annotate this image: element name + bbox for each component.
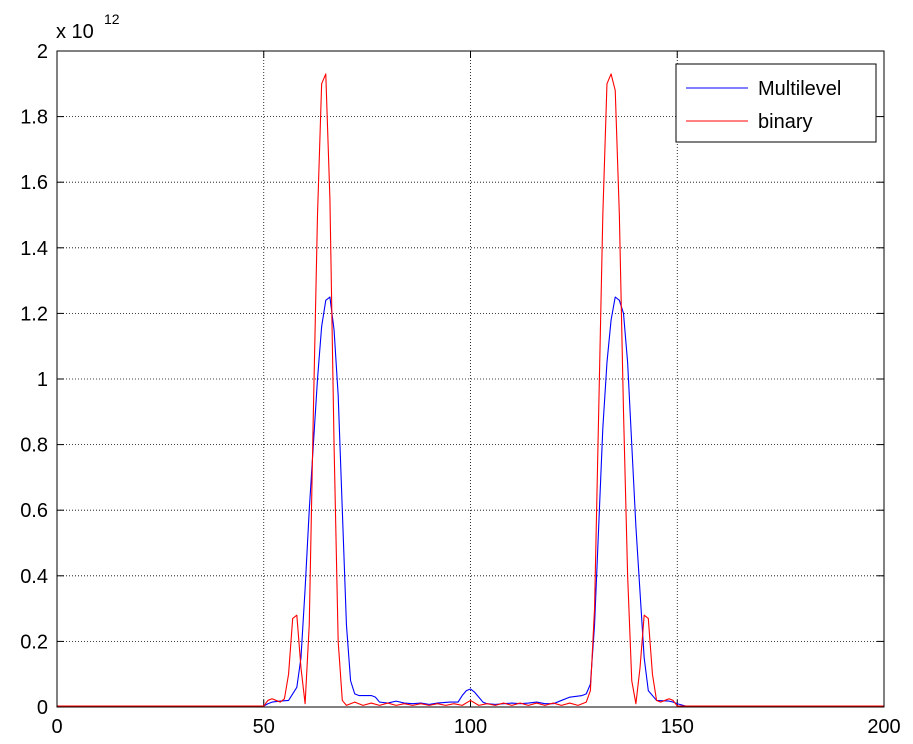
y-tick-label: 1.6 — [20, 172, 48, 194]
legend-label-binary: binary — [758, 111, 812, 133]
legend-box — [675, 63, 877, 143]
y-tick-label: 0.4 — [20, 566, 48, 588]
y-tick-label: 2 — [37, 41, 48, 63]
x-tick-label: 100 — [454, 716, 487, 738]
series-lines — [57, 73, 884, 707]
x-tick-label: 200 — [867, 716, 900, 738]
y-tick-label: 1.2 — [20, 303, 48, 325]
x-tick-label: 50 — [253, 716, 275, 738]
y-tick-labels: 0 0.2 0.4 0.6 0.8 1 1.2 1.4 1.6 1.8 2 — [20, 41, 48, 719]
x-tick-labels: 0 50 100 150 200 — [51, 716, 900, 738]
axes-box — [56, 50, 885, 708]
series-line-multilevel — [57, 296, 884, 707]
y-tick-label: 1.8 — [20, 107, 48, 129]
y-tick-label: 0.2 — [20, 631, 48, 653]
y-tick-label: 0 — [37, 697, 48, 719]
y-tick-label: 1.4 — [20, 238, 48, 260]
x-tick-label: 150 — [661, 716, 694, 738]
y-multiplier-base: x 10 — [56, 21, 94, 43]
y-tick-label: 0.6 — [20, 500, 48, 522]
y-multiplier-exponent: 12 — [104, 11, 120, 27]
series-line-binary — [57, 73, 884, 707]
y-tick-label: 0.8 — [20, 435, 48, 457]
legend-label-multilevel: Multilevel — [758, 78, 841, 100]
x-tick-label: 0 — [51, 716, 62, 738]
y-tick-label: 1 — [37, 369, 48, 391]
legend: Multilevel binary — [675, 63, 877, 143]
